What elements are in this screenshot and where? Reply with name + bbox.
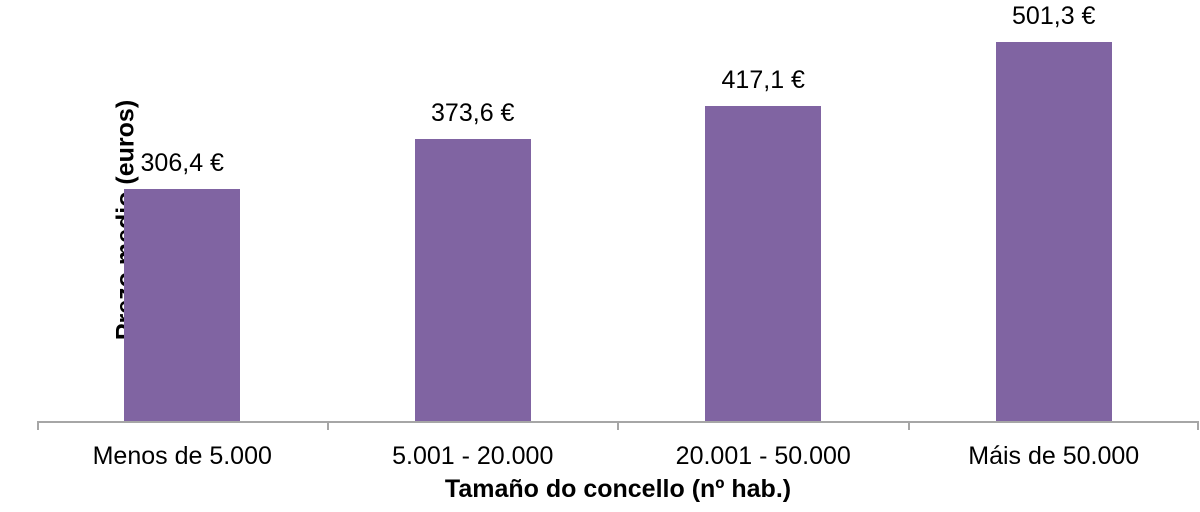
category-label: Menos de 5.000 [92, 442, 272, 470]
axis-tick [326, 421, 329, 430]
axis-tick [907, 421, 910, 430]
category-label: Máis de 50.000 [968, 442, 1140, 470]
axis-tick [37, 421, 39, 430]
category-label: 20.001 - 50.000 [675, 442, 851, 470]
x-axis-line [37, 421, 1199, 430]
bar [995, 42, 1112, 421]
bar-slot: 501,3 € Máis de 50.000 [909, 0, 1200, 470]
axis-tick [1197, 421, 1199, 430]
x-axis-title: Tamaño do concello (nº hab.) [444, 475, 792, 503]
plot-area: 306,4 € Menos de 5.000 373,6 € 5.001 - 20.0… [37, 0, 1200, 470]
bar [705, 105, 822, 421]
bar-slot: 417,1 € 20.001 - 50.000 [618, 0, 909, 470]
bar [414, 138, 531, 421]
bar-value-label: 306,4 € [140, 149, 224, 178]
bar-slot: 306,4 € Menos de 5.000 [37, 0, 328, 470]
bar-value-label: 417,1 € [721, 65, 805, 94]
bar-value-label: 501,3 € [1012, 2, 1096, 31]
bar-value-label: 373,6 € [431, 98, 515, 127]
axis-tick [617, 421, 619, 430]
bar-slot: 373,6 € 5.001 - 20.000 [328, 0, 619, 470]
bar [124, 189, 241, 421]
category-label: 5.001 - 20.000 [392, 442, 554, 470]
